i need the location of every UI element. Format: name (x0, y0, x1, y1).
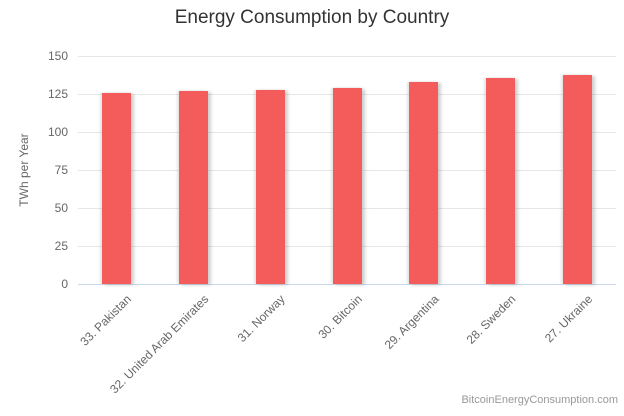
y-tick-label: 25 (54, 239, 68, 253)
x-tick-label: 27. Ukraine (542, 292, 596, 346)
x-tick-label: 33. Pakistan (77, 292, 135, 349)
bar-ukraine[interactable] (563, 75, 593, 284)
x-axis-line (78, 284, 616, 285)
x-tick-label: 28. Sweden (463, 292, 519, 347)
y-tick-label: 50 (54, 201, 68, 215)
x-tick-label: 31. Norway (235, 292, 289, 345)
bar-pakistan[interactable] (101, 92, 131, 284)
chart-title: Energy Consumption by Country (174, 7, 450, 28)
gridline (78, 56, 616, 57)
bar-bitcoin[interactable] (332, 88, 362, 284)
bar-norway[interactable] (255, 90, 285, 284)
y-tick-label: 125 (47, 87, 68, 101)
y-tick-label: 75 (54, 163, 68, 177)
bar-sweden[interactable] (486, 77, 516, 284)
y-tick-label: 150 (47, 49, 68, 63)
bar-argentina[interactable] (409, 82, 439, 284)
bar-united-arab-emirates[interactable] (178, 90, 208, 284)
x-tick-label: 30. Bitcoin (315, 292, 365, 342)
y-tick-label: 0 (61, 277, 68, 291)
credits-link[interactable]: BitcoinEnergyConsumption.com (461, 394, 618, 406)
x-tick-label: 29. Argentina (381, 292, 442, 352)
y-tick-label: 100 (47, 125, 68, 139)
